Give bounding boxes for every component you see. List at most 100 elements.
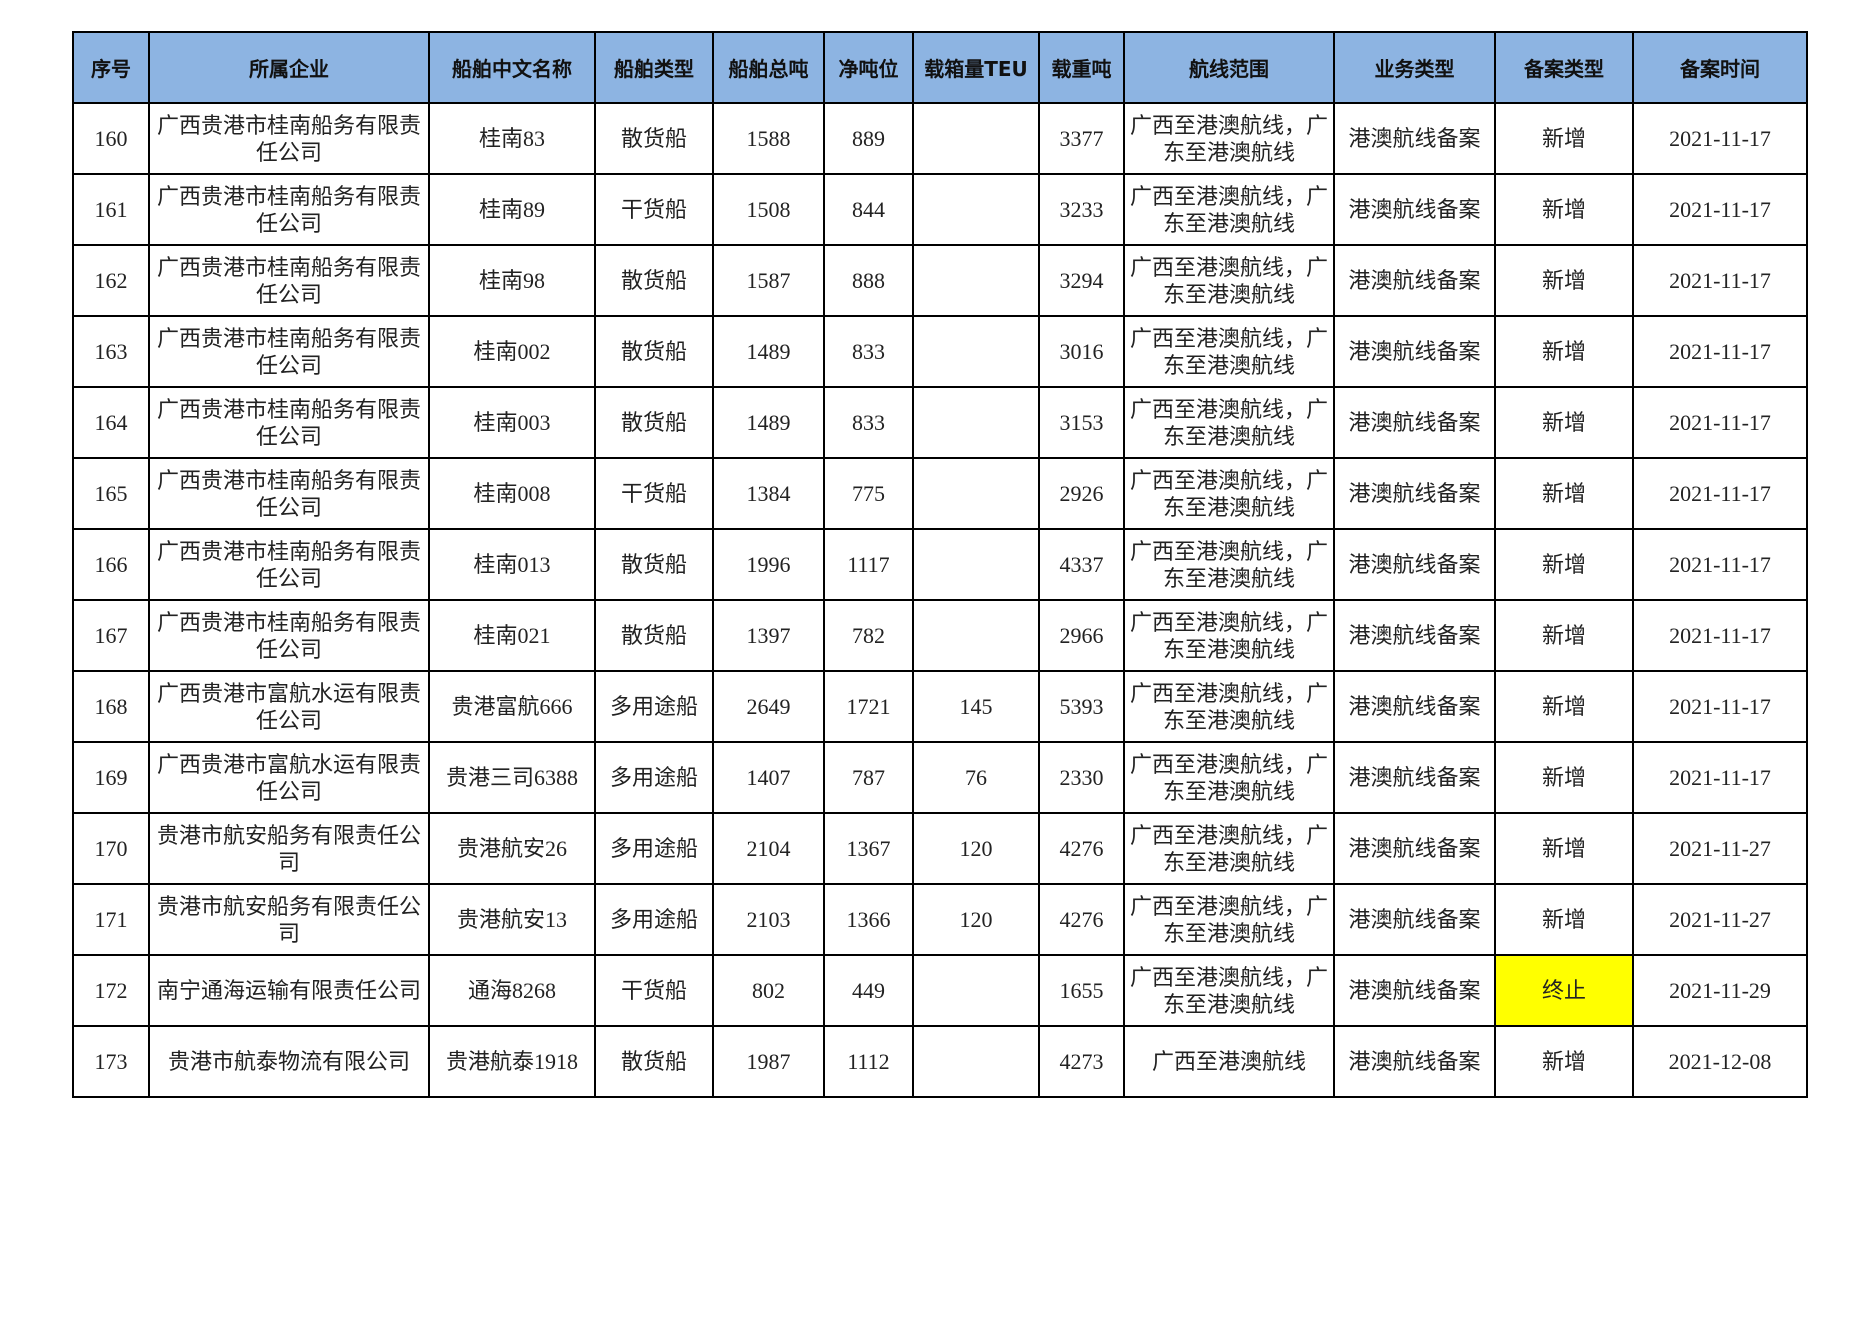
cell-net-tonnage: 782 — [823, 599, 914, 672]
cell-filing-type: 新增 — [1494, 741, 1634, 814]
cell-ship-name: 贵港航安26 — [428, 812, 596, 885]
cell-ship-name: 桂南98 — [428, 244, 596, 317]
cell-seq: 160 — [72, 102, 150, 175]
cell-business-type: 港澳航线备案 — [1333, 244, 1496, 317]
cell-gross-tonnage: 802 — [712, 954, 825, 1027]
cell-net-tonnage: 1117 — [823, 528, 914, 601]
cell-seq: 172 — [72, 954, 150, 1027]
cell-filing-date: 2021-11-17 — [1632, 670, 1808, 743]
cell-company: 广西贵港市桂南船务有限责任公司 — [148, 102, 430, 175]
cell-ship-type: 散货船 — [594, 244, 714, 317]
cell-seq: 169 — [72, 741, 150, 814]
cell-deadweight: 3233 — [1038, 173, 1125, 246]
cell-net-tonnage: 833 — [823, 386, 914, 459]
cell-company: 广西贵港市桂南船务有限责任公司 — [148, 457, 430, 530]
cell-filing-type: 新增 — [1494, 102, 1634, 175]
cell-route: 广西至港澳航线，广东至港澳航线 — [1123, 244, 1335, 317]
table-row: 168 广西贵港市富航水运有限责任公司 贵港富航666 多用途船 2649 1721 145… — [72, 670, 1808, 743]
cell-seq: 171 — [72, 883, 150, 956]
cell-route: 广西至港澳航线，广东至港澳航线 — [1123, 528, 1335, 601]
cell-filing-date: 2021-11-17 — [1632, 102, 1808, 175]
table-row: 166 广西贵港市桂南船务有限责任公司 桂南013 散货船 1996 1117 4337 广西… — [72, 528, 1808, 601]
cell-route: 广西至港澳航线，广东至港澳航线 — [1123, 599, 1335, 672]
cell-ship-type: 散货船 — [594, 102, 714, 175]
cell-teu — [912, 457, 1040, 530]
cell-net-tonnage: 1367 — [823, 812, 914, 885]
cell-business-type: 港澳航线备案 — [1333, 883, 1496, 956]
cell-ship-name: 桂南89 — [428, 173, 596, 246]
cell-business-type: 港澳航线备案 — [1333, 173, 1496, 246]
cell-company: 广西贵港市富航水运有限责任公司 — [148, 670, 430, 743]
cell-route: 广西至港澳航线，广东至港澳航线 — [1123, 954, 1335, 1027]
cell-deadweight: 5393 — [1038, 670, 1125, 743]
cell-filing-date: 2021-11-17 — [1632, 599, 1808, 672]
cell-company: 广西贵港市桂南船务有限责任公司 — [148, 315, 430, 388]
cell-filing-type: 新增 — [1494, 599, 1634, 672]
cell-filing-date: 2021-11-17 — [1632, 528, 1808, 601]
cell-gross-tonnage: 2103 — [712, 883, 825, 956]
cell-teu — [912, 386, 1040, 459]
cell-seq: 165 — [72, 457, 150, 530]
cell-ship-type: 散货船 — [594, 386, 714, 459]
cell-filing-date: 2021-11-17 — [1632, 244, 1808, 317]
table-row: 165 广西贵港市桂南船务有限责任公司 桂南008 干货船 1384 775 2926 广西至… — [72, 457, 1808, 530]
cell-filing-date: 2021-12-08 — [1632, 1025, 1808, 1098]
cell-net-tonnage: 844 — [823, 173, 914, 246]
cell-filing-type: 新增 — [1494, 244, 1634, 317]
cell-teu: 120 — [912, 883, 1040, 956]
cell-business-type: 港澳航线备案 — [1333, 599, 1496, 672]
header-seq: 序号 — [72, 31, 150, 104]
cell-route: 广西至港澳航线，广东至港澳航线 — [1123, 386, 1335, 459]
cell-deadweight: 2966 — [1038, 599, 1125, 672]
cell-business-type: 港澳航线备案 — [1333, 670, 1496, 743]
cell-deadweight: 4337 — [1038, 528, 1125, 601]
cell-seq: 173 — [72, 1025, 150, 1098]
cell-filing-type: 新增 — [1494, 386, 1634, 459]
cell-ship-type: 多用途船 — [594, 883, 714, 956]
header-filing-date: 备案时间 — [1632, 31, 1808, 104]
cell-gross-tonnage: 1384 — [712, 457, 825, 530]
table-row: 162 广西贵港市桂南船务有限责任公司 桂南98 散货船 1587 888 3294 广西至港… — [72, 244, 1808, 317]
cell-route: 广西至港澳航线 — [1123, 1025, 1335, 1098]
cell-route: 广西至港澳航线，广东至港澳航线 — [1123, 102, 1335, 175]
cell-gross-tonnage: 1397 — [712, 599, 825, 672]
cell-ship-name: 桂南008 — [428, 457, 596, 530]
cell-gross-tonnage: 1489 — [712, 315, 825, 388]
cell-net-tonnage: 775 — [823, 457, 914, 530]
cell-ship-type: 干货船 — [594, 173, 714, 246]
cell-route: 广西至港澳航线，广东至港澳航线 — [1123, 173, 1335, 246]
cell-company: 广西贵港市桂南船务有限责任公司 — [148, 386, 430, 459]
cell-filing-type: 终止 — [1494, 954, 1634, 1027]
cell-teu — [912, 599, 1040, 672]
table-row: 167 广西贵港市桂南船务有限责任公司 桂南021 散货船 1397 782 2966 广西至… — [72, 599, 1808, 672]
table-row: 173 贵港市航泰物流有限公司 贵港航泰1918 散货船 1987 1112 4273 广西至… — [72, 1025, 1808, 1098]
cell-ship-type: 散货船 — [594, 1025, 714, 1098]
cell-company: 广西贵港市富航水运有限责任公司 — [148, 741, 430, 814]
cell-deadweight: 3153 — [1038, 386, 1125, 459]
cell-company: 贵港市航安船务有限责任公司 — [148, 883, 430, 956]
cell-company: 贵港市航泰物流有限公司 — [148, 1025, 430, 1098]
table-row: 160 广西贵港市桂南船务有限责任公司 桂南83 散货船 1588 889 3377 广西至港… — [72, 102, 1808, 175]
cell-ship-type: 干货船 — [594, 954, 714, 1027]
cell-filing-type: 新增 — [1494, 315, 1634, 388]
cell-net-tonnage: 787 — [823, 741, 914, 814]
cell-filing-date: 2021-11-17 — [1632, 173, 1808, 246]
table-row: 161 广西贵港市桂南船务有限责任公司 桂南89 干货船 1508 844 3233 广西至港… — [72, 173, 1808, 246]
cell-ship-name: 贵港航泰1918 — [428, 1025, 596, 1098]
cell-filing-date: 2021-11-27 — [1632, 812, 1808, 885]
cell-net-tonnage: 449 — [823, 954, 914, 1027]
cell-business-type: 港澳航线备案 — [1333, 102, 1496, 175]
cell-gross-tonnage: 1508 — [712, 173, 825, 246]
cell-seq: 168 — [72, 670, 150, 743]
cell-ship-type: 多用途船 — [594, 741, 714, 814]
ship-filing-table: 序号 所属企业 船舶中文名称 船舶类型 船舶总吨 净吨位 载箱量TEU 载重吨 航线范围 业务类型… — [72, 31, 1808, 1098]
header-company: 所属企业 — [148, 31, 430, 104]
cell-filing-type: 新增 — [1494, 528, 1634, 601]
cell-filing-date: 2021-11-17 — [1632, 741, 1808, 814]
cell-route: 广西至港澳航线，广东至港澳航线 — [1123, 741, 1335, 814]
cell-seq: 163 — [72, 315, 150, 388]
cell-deadweight: 3294 — [1038, 244, 1125, 317]
cell-net-tonnage: 1366 — [823, 883, 914, 956]
cell-filing-date: 2021-11-17 — [1632, 386, 1808, 459]
cell-teu — [912, 315, 1040, 388]
